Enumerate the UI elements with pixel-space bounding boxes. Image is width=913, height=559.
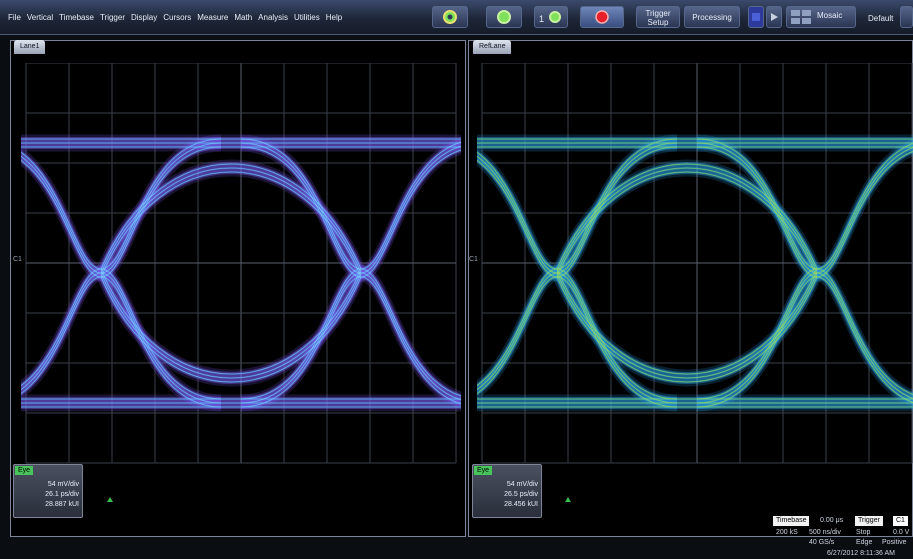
right-desc-tag: Eye [474,466,493,475]
play-icon [771,13,778,21]
left-desc-tag: Eye [15,466,34,475]
right-grid [481,63,913,464]
left-desc-ui: 28.887 kUI [45,501,79,508]
menu-analysis[interactable]: Analysis [258,13,288,22]
default-label[interactable]: Default [868,14,894,23]
right-trigger-marker [565,497,571,502]
left-descriptor-box[interactable]: Eye 54 mV/div 26.1 ps/div 28.887 kUI [13,464,83,518]
sample-rate: 40 GS/s [809,539,835,546]
mosaic-button[interactable]: Mosaic [786,6,856,28]
timebase-label[interactable]: Timebase [773,516,810,526]
menu-display[interactable]: Display [131,13,158,22]
single-button[interactable]: 1 [534,6,568,28]
right-desc-tdiv: 26.5 ps/div [504,491,538,498]
date-time: 6/27/2012 8:11:36 AM [827,550,895,557]
mosaic-icon [791,10,811,24]
square-icon [752,13,760,21]
record-button[interactable] [748,6,764,28]
left-eye-trace [21,134,461,412]
stop-button[interactable] [580,6,624,28]
left-trigger-marker [107,497,113,502]
menu-math[interactable]: Math [234,13,253,22]
left-grid [25,63,457,464]
trigger-setup-button[interactable]: Trigger Setup [636,6,680,28]
right-level-marker: C1 [469,256,478,263]
menu-cursors[interactable]: Cursors [163,13,192,22]
trigger-type: Edge [856,539,873,546]
play-button[interactable] [766,6,782,28]
run-button[interactable] [486,6,522,28]
right-eye-plot [477,63,913,464]
run-icon [497,10,511,24]
trigger-value: C1 [893,516,908,526]
timebase-value: 0.00 μs [820,517,844,524]
processing-button[interactable]: Processing [684,6,740,28]
menu-file[interactable]: File [8,13,21,22]
trigger-label[interactable]: Trigger [855,516,883,526]
trigger-slope: Positive [882,539,907,546]
more-button[interactable] [900,6,913,28]
left-eye-plot [21,63,461,464]
auto-setup-icon [443,10,457,24]
left-desc-vdiv: 54 mV/div [47,481,79,488]
trigger-setup-line1: Trigger [645,9,671,18]
left-desc-tdiv: 26.1 ps/div [45,491,79,498]
left-tab[interactable]: Lane1 [14,40,46,54]
trigger-mode: Stop [856,529,871,536]
menu-help[interactable]: Help [325,13,343,22]
right-desc-vdiv: 54 mV/div [506,481,538,488]
trigger-level: 0.0 V [893,529,910,536]
right-eye-trace [477,134,913,412]
right-grid-panel: RefLane C1 Eye 54 mV/div 26.5 ps/div 28.… [468,40,913,537]
single-icon [548,11,561,23]
right-tab[interactable]: RefLane [473,40,512,54]
menu-trigger[interactable]: Trigger [99,13,125,22]
left-grid-panel: Lane1 C1 Eye 54 mV/div 26.1 ps/div 28.88… [10,40,466,537]
menu-utilities[interactable]: Utilities [293,13,320,22]
menu-vertical[interactable]: Vertical [26,13,54,22]
menu-timebase[interactable]: Timebase [59,13,94,22]
menu: File Vertical Timebase Trigger Display C… [8,13,342,22]
menu-measure[interactable]: Measure [197,13,229,22]
auto-setup-button[interactable] [432,6,468,28]
mosaic-label: Mosaic [817,11,843,20]
right-descriptor-box[interactable]: Eye 54 mV/div 26.5 ps/div 28.456 kUI [472,464,542,518]
single-badge: 1 [539,14,545,24]
processing-label: Processing [692,13,732,22]
stop-icon [595,10,609,24]
time-per-div: 500 ns/div [809,529,841,536]
menu-bar: File Vertical Timebase Trigger Display C… [0,0,913,35]
trigger-setup-line2: Setup [647,18,669,27]
sample-count: 200 kS [776,529,798,536]
left-level-marker: C1 [13,256,22,263]
right-desc-ui: 28.456 kUI [504,501,538,508]
